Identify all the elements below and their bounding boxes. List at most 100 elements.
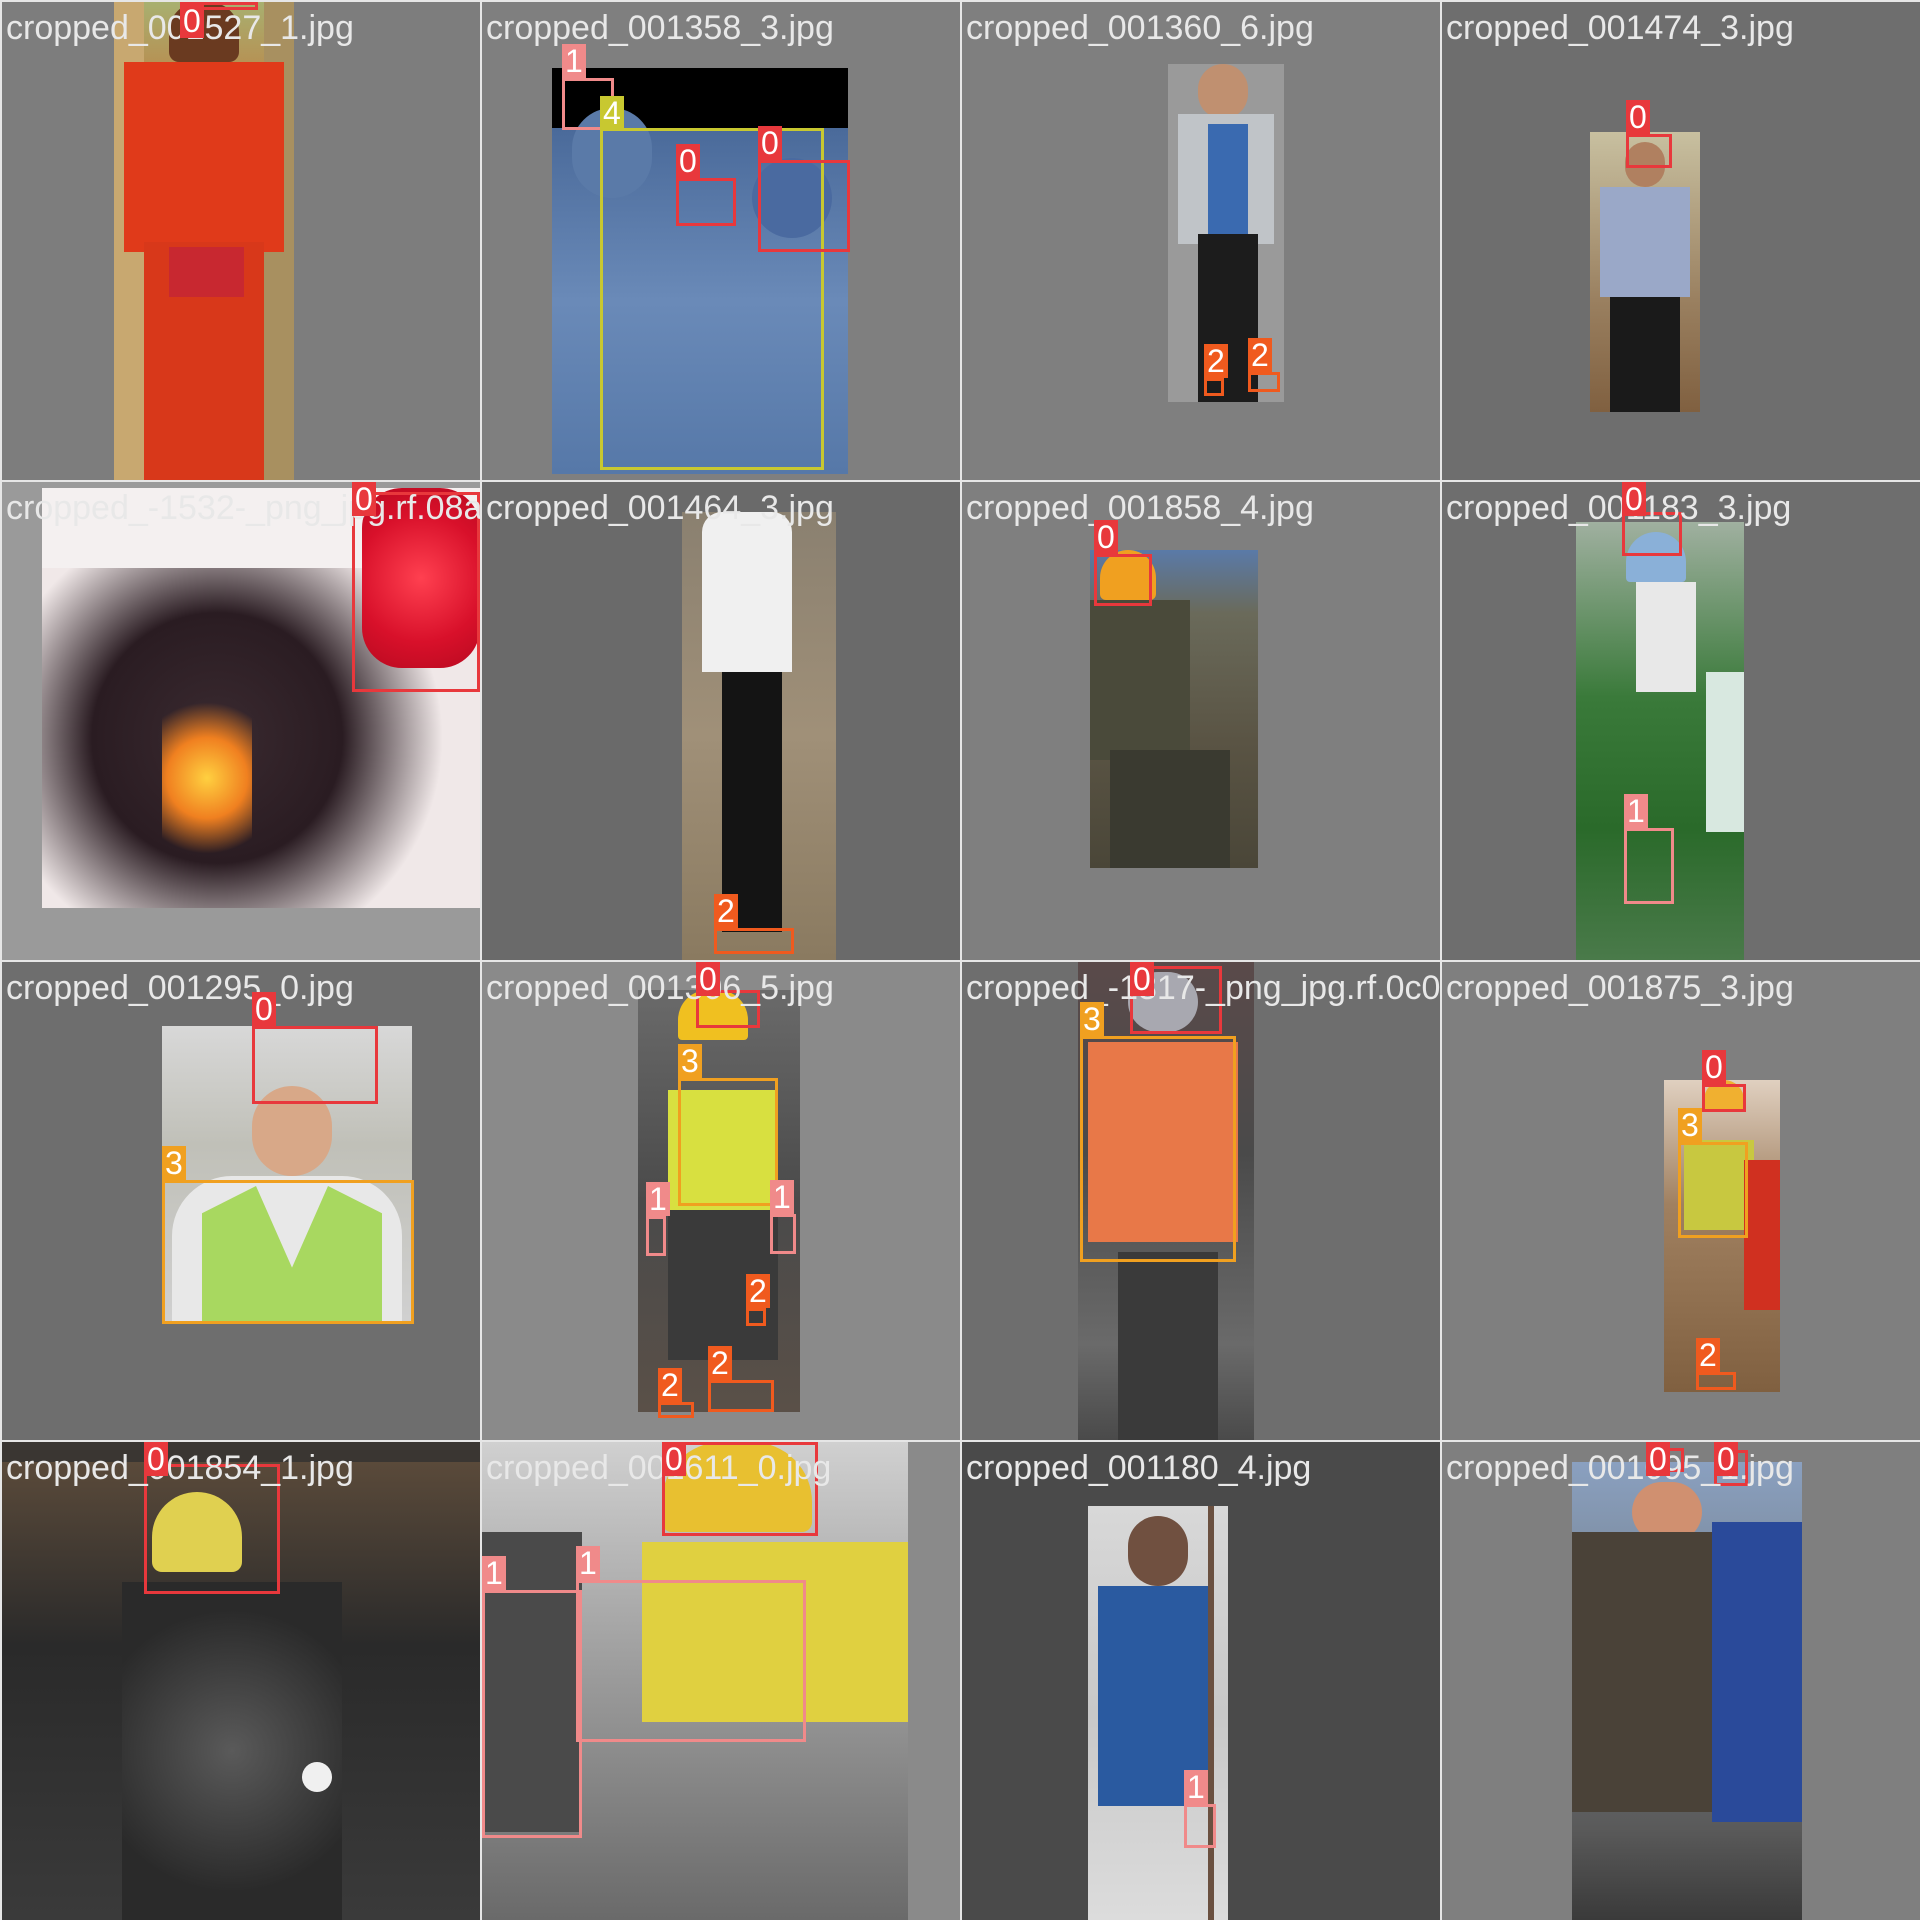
detection-box: [1624, 828, 1674, 904]
filename-label: cropped_001858_4.jpg: [966, 489, 1314, 527]
filename-label: cropped_001854_1.jpg: [6, 1449, 354, 1487]
detection-box: [1184, 1804, 1216, 1848]
class-label: 0: [1130, 962, 1154, 996]
class-label: 0: [1702, 1050, 1726, 1084]
class-label: 0: [352, 482, 376, 516]
class-label: 0: [696, 962, 720, 996]
filename-label: cropped_001611_0.jpg: [486, 1449, 832, 1487]
detection-box: [1080, 1036, 1236, 1262]
class-label: 0: [252, 992, 276, 1026]
photo-thumbnail: [1088, 1506, 1228, 1920]
photo-thumbnail: [1572, 1462, 1802, 1920]
class-label: 2: [1696, 1338, 1720, 1372]
filename-label: cropped_001464_3.jpg: [486, 489, 834, 527]
photo-thumbnail: [682, 512, 836, 960]
photo-thumbnail: [162, 1026, 412, 1322]
class-label: 3: [678, 1044, 702, 1078]
class-label: 1: [770, 1180, 794, 1214]
tile-2: cropped_001360_6.jpg 2 2: [962, 2, 1440, 480]
tile-15: cropped_001095_1.jpg 0 0: [1442, 1442, 1920, 1920]
class-label: 0: [144, 1442, 168, 1476]
tile-7: cropped_001183_3.jpg 0 1: [1442, 482, 1920, 960]
tile-13: cropped_001611_0.jpg 0 1 1: [482, 1442, 960, 1920]
detection-box: [646, 1216, 666, 1256]
detection-box: [1626, 134, 1672, 168]
tile-5: cropped_001464_3.jpg 2: [482, 482, 960, 960]
class-label: 0: [1646, 1442, 1670, 1476]
filename-label: cropped_001295_0.jpg: [6, 969, 354, 1007]
tile-10: cropped_-1817-_png_jpg.rf.0c0c9d7ee4b876…: [962, 962, 1440, 1440]
tile-1: cropped_001358_3.jpg 1 4 0 0: [482, 2, 960, 480]
tile-12: cropped_001854_1.jpg 0: [2, 1442, 480, 1920]
detection-box: [696, 990, 760, 1028]
detection-box: [162, 1180, 414, 1324]
filename-label: cropped_001095_1.jpg: [1446, 1449, 1794, 1487]
detection-box: [1094, 554, 1152, 606]
filename-label: cropped_001180_4.jpg: [966, 1449, 1312, 1487]
detection-box: [144, 1464, 280, 1594]
class-label: 0: [758, 126, 782, 160]
class-label: 0: [180, 4, 204, 38]
detection-box: [746, 1308, 766, 1326]
detection-box: [658, 1402, 694, 1418]
tile-9: cropped_001306_5.jpg 0 3 1 1 2 2 2: [482, 962, 960, 1440]
class-label: 0: [662, 1442, 686, 1476]
class-label: 0: [1622, 482, 1646, 516]
detection-box: [708, 1380, 774, 1412]
class-label: 0: [1626, 100, 1650, 134]
filename-label: cropped_001875_3.jpg: [1446, 969, 1794, 1007]
detection-box: [1678, 1142, 1748, 1238]
filename-label: cropped_001474_3.jpg: [1446, 9, 1794, 47]
class-label: 2: [714, 894, 738, 928]
class-label: 1: [1624, 794, 1648, 828]
filename-label: cropped_-1532-_png_jpg.rf.08a5b6985f2464: [6, 489, 480, 527]
class-label: 1: [1184, 1770, 1208, 1804]
class-label: 0: [1714, 1442, 1738, 1476]
filename-label: cropped_001527_1.jpg: [6, 8, 354, 48]
detection-box: [714, 928, 794, 954]
class-label: 3: [1678, 1108, 1702, 1142]
detection-box: [676, 178, 736, 226]
class-label: 2: [1204, 344, 1228, 378]
photo-thumbnail: [1576, 522, 1744, 960]
detection-box: [1702, 1084, 1746, 1112]
photo-thumbnail: [1590, 132, 1700, 412]
detection-box: [1622, 512, 1682, 556]
detection-box: [662, 1442, 818, 1536]
detection-box: [1248, 372, 1280, 392]
detection-box: [1130, 966, 1222, 1034]
photo-thumbnail: [1078, 962, 1254, 1440]
class-label: 0: [676, 144, 700, 178]
photo-thumbnail: [42, 488, 480, 908]
filename-label: cropped_-1817-_png_jpg.rf.0c0c9d7ee4b876: [966, 969, 1440, 1007]
photo-thumbnail: [482, 1442, 908, 1920]
tile-0: cropped_001527_1.jpg 0: [2, 2, 480, 480]
class-label: 2: [746, 1274, 770, 1308]
detection-box: [482, 1590, 582, 1838]
filename-label: cropped_001358_3.jpg: [486, 9, 834, 47]
detection-box: [576, 1580, 806, 1742]
detection-box: [352, 492, 480, 692]
class-label: 0: [1094, 520, 1118, 554]
detection-box: [252, 1026, 378, 1104]
detection-box: [1204, 378, 1224, 396]
class-label: 2: [658, 1368, 682, 1402]
class-label: 4: [600, 96, 624, 130]
class-label: 2: [1248, 338, 1272, 372]
detection-box: [770, 1214, 796, 1254]
class-label: 1: [482, 1556, 506, 1590]
filename-label: cropped_001360_6.jpg: [966, 9, 1314, 47]
detection-box: [600, 128, 824, 470]
tile-8: cropped_001295_0.jpg 0 3: [2, 962, 480, 1440]
tile-11: cropped_001875_3.jpg 0 3 2: [1442, 962, 1920, 1440]
class-label: 1: [562, 44, 586, 78]
tile-14: cropped_001180_4.jpg 1: [962, 1442, 1440, 1920]
class-label: 1: [646, 1182, 670, 1216]
filename-label: cropped_001306_5.jpg: [486, 969, 834, 1007]
tile-6: cropped_001858_4.jpg 0: [962, 482, 1440, 960]
photo-thumbnail: [2, 1462, 480, 1920]
detection-box: [678, 1078, 778, 1206]
detection-box: [1696, 1372, 1736, 1390]
class-label: 2: [708, 1346, 732, 1380]
